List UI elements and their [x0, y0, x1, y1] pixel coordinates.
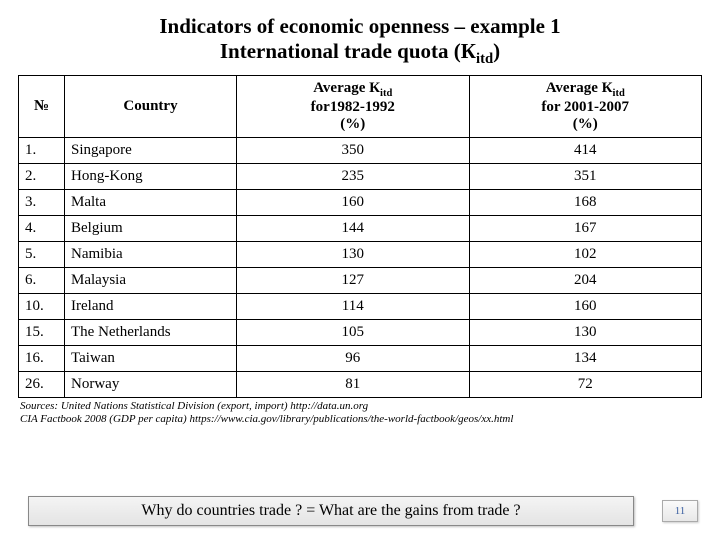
- cell-b: 160: [469, 294, 702, 320]
- table-row: 10.Ireland114160: [19, 294, 702, 320]
- cell-country: Ireland: [65, 294, 237, 320]
- title-line1: Indicators of economic openness – exampl…: [159, 14, 560, 38]
- th-avg-b: Average Кitd for 2001-2007 (%): [469, 76, 702, 138]
- cell-b: 167: [469, 216, 702, 242]
- cell-country: The Netherlands: [65, 320, 237, 346]
- cell-country: Taiwan: [65, 346, 237, 372]
- table-row: 2.Hong-Kong235351: [19, 164, 702, 190]
- cell-country: Namibia: [65, 242, 237, 268]
- cell-a: 105: [237, 320, 470, 346]
- cell-num: 15.: [19, 320, 65, 346]
- cell-b: 414: [469, 138, 702, 164]
- sources-l1: Sources: United Nations Statistical Divi…: [20, 400, 368, 412]
- title-line2b: ): [493, 39, 500, 63]
- cell-num: 4.: [19, 216, 65, 242]
- cell-b: 134: [469, 346, 702, 372]
- table-row: 5.Namibia130102: [19, 242, 702, 268]
- cell-a: 114: [237, 294, 470, 320]
- cell-a: 160: [237, 190, 470, 216]
- data-table: № Country Average Кitd for1982-1992 (%) …: [18, 75, 702, 398]
- page-number: 11: [662, 500, 698, 522]
- cell-num: 2.: [19, 164, 65, 190]
- cell-a: 127: [237, 268, 470, 294]
- cell-country: Hong-Kong: [65, 164, 237, 190]
- table-row: 1.Singapore350414: [19, 138, 702, 164]
- table-row: 6.Malaysia127204: [19, 268, 702, 294]
- table-row: 26.Norway8172: [19, 372, 702, 398]
- table-row: 4.Belgium144167: [19, 216, 702, 242]
- cell-b: 168: [469, 190, 702, 216]
- cell-country: Singapore: [65, 138, 237, 164]
- th-avg-a: Average Кitd for1982-1992 (%): [237, 76, 470, 138]
- title-line2a: International trade quota (К: [220, 39, 476, 63]
- cell-a: 144: [237, 216, 470, 242]
- cell-a: 350: [237, 138, 470, 164]
- cell-b: 102: [469, 242, 702, 268]
- footer-question: Why do countries trade ? = What are the …: [28, 496, 634, 526]
- table-row: 15.The Netherlands105130: [19, 320, 702, 346]
- table-row: 3.Malta160168: [19, 190, 702, 216]
- cell-b: 72: [469, 372, 702, 398]
- title-sub: itd: [476, 51, 493, 67]
- cell-country: Norway: [65, 372, 237, 398]
- cell-num: 26.: [19, 372, 65, 398]
- cell-b: 204: [469, 268, 702, 294]
- cell-country: Belgium: [65, 216, 237, 242]
- table-row: 16.Taiwan96134: [19, 346, 702, 372]
- sources-l2: CIA Factbook 2008 (GDP per capita) https…: [20, 413, 513, 425]
- cell-country: Malaysia: [65, 268, 237, 294]
- cell-num: 10.: [19, 294, 65, 320]
- slide-title: Indicators of economic openness – exampl…: [18, 14, 702, 69]
- cell-num: 3.: [19, 190, 65, 216]
- cell-b: 351: [469, 164, 702, 190]
- cell-a: 130: [237, 242, 470, 268]
- sources: Sources: United Nations Statistical Divi…: [20, 400, 700, 426]
- cell-country: Malta: [65, 190, 237, 216]
- cell-a: 96: [237, 346, 470, 372]
- cell-a: 81: [237, 372, 470, 398]
- cell-num: 1.: [19, 138, 65, 164]
- th-country: Country: [65, 76, 237, 138]
- th-num: №: [19, 76, 65, 138]
- cell-b: 130: [469, 320, 702, 346]
- cell-num: 16.: [19, 346, 65, 372]
- cell-a: 235: [237, 164, 470, 190]
- cell-num: 6.: [19, 268, 65, 294]
- cell-num: 5.: [19, 242, 65, 268]
